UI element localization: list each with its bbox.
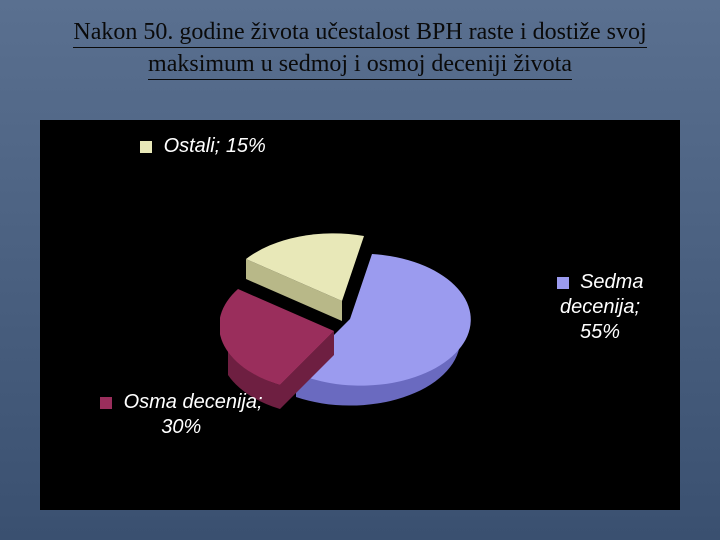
legend-osma: Osma decenija; 30% <box>100 390 263 440</box>
legend-ostali-value: 15% <box>226 135 266 157</box>
legend-sedma: Sedma decenija; 55% <box>520 270 680 345</box>
legend-swatch-sedma <box>557 277 569 289</box>
slide-title-area: Nakon 50. godine života učestalost BPH r… <box>0 0 720 89</box>
legend-swatch-ostali <box>140 141 152 153</box>
legend-sedma-label: Sedma decenija; <box>560 271 644 318</box>
slide-title: Nakon 50. godine života učestalost BPH r… <box>73 19 646 80</box>
legend-osma-value: 30% <box>161 416 201 438</box>
legend-swatch-osma <box>100 397 112 409</box>
legend-osma-label: Osma decenija; <box>124 391 263 413</box>
legend-ostali-label: Ostali; <box>164 135 221 157</box>
legend-ostali: Ostali; 15% <box>140 134 266 159</box>
pie-chart-container: Ostali; 15% Sedma decenija; 55% Osma dec… <box>40 120 680 510</box>
legend-sedma-value: 55% <box>580 321 620 343</box>
